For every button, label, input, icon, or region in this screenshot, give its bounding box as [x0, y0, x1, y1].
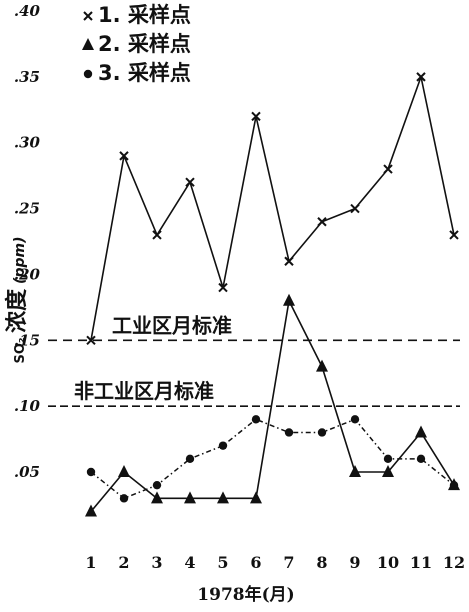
data-point	[86, 467, 96, 477]
x-tick-label: 9	[349, 553, 360, 572]
y-tick-label: .40	[14, 2, 41, 20]
reference-line-label: 非工业区月标准	[74, 379, 214, 403]
data-point	[317, 217, 327, 227]
data-point	[251, 415, 261, 424]
legend: 1. 采样点 2. 采样点 3. 采样点	[82, 3, 191, 85]
data-point	[316, 359, 328, 372]
data-point	[383, 454, 393, 464]
legend-marker	[83, 69, 93, 79]
y-axis-label: SO₂ 浓度 (ppm)	[4, 237, 30, 364]
data-point	[119, 151, 129, 161]
data-point	[416, 72, 426, 82]
data-point	[151, 491, 163, 504]
legend-marker	[83, 11, 93, 21]
y-tick-label: .10	[14, 397, 41, 415]
data-point	[382, 465, 394, 477]
x-tick-label: 6	[250, 553, 261, 572]
x-tick-label: 5	[217, 553, 228, 572]
x-tick-label: 12	[443, 553, 465, 572]
y-tick-label: .35	[14, 68, 40, 86]
x-tick-label: 11	[410, 553, 432, 572]
series-line	[90, 418, 455, 500]
data-point	[218, 282, 228, 293]
x-tick-label: 8	[316, 553, 327, 572]
data-point	[85, 504, 97, 517]
y-tick-label: .05	[14, 463, 40, 481]
data-point	[218, 441, 228, 450]
reference-line-label: 工业区月标准	[112, 313, 232, 337]
series-group	[85, 72, 460, 517]
legend-marker	[82, 38, 94, 50]
data-point	[416, 454, 426, 464]
legend-label: 2. 采样点	[98, 32, 191, 56]
data-point	[283, 293, 295, 306]
data-point	[284, 256, 294, 266]
data-point	[118, 465, 130, 477]
y-axis-ticks: .05 .10 .15 .20 .25 .30 .35 .40	[14, 2, 41, 481]
data-point	[185, 454, 195, 464]
y-tick-label: .30	[14, 134, 41, 152]
data-point	[152, 480, 162, 490]
y-tick-label: .15	[14, 331, 40, 349]
y-tick-label: .25	[14, 200, 40, 218]
data-point	[449, 230, 459, 240]
data-point	[250, 491, 262, 504]
y-tick-label: .20	[14, 265, 41, 283]
x-tick-label: 4	[184, 553, 195, 572]
data-point	[251, 111, 261, 122]
data-point	[349, 465, 361, 477]
x-tick-label: 7	[283, 553, 294, 572]
data-point	[350, 415, 360, 424]
data-point	[350, 203, 360, 214]
x-tick-label: 2	[118, 553, 129, 572]
x-tick-label: 10	[377, 553, 399, 572]
series-line	[90, 299, 455, 513]
legend-label: 1. 采样点	[98, 3, 191, 27]
data-point	[185, 177, 195, 187]
x-axis-label: 1978年(月)	[197, 584, 294, 605]
data-point	[152, 230, 162, 240]
data-point	[383, 164, 393, 174]
x-tick-label: 3	[151, 553, 162, 572]
data-point	[284, 428, 294, 437]
data-point	[184, 491, 196, 504]
x-tick-label: 1	[85, 553, 96, 572]
data-point	[449, 480, 459, 490]
x-axis-ticks: 1 2 3 4 5 6 7 8 9 10 11 12	[85, 553, 465, 572]
series-line	[90, 76, 455, 341]
data-point	[86, 335, 96, 345]
data-point	[415, 425, 427, 438]
legend-label: 3. 采样点	[98, 61, 191, 85]
data-point	[317, 428, 327, 437]
axis-labels: 1978年(月) SO₂ 浓度 (ppm)	[4, 237, 295, 605]
data-point	[119, 494, 129, 503]
data-point	[217, 491, 229, 504]
